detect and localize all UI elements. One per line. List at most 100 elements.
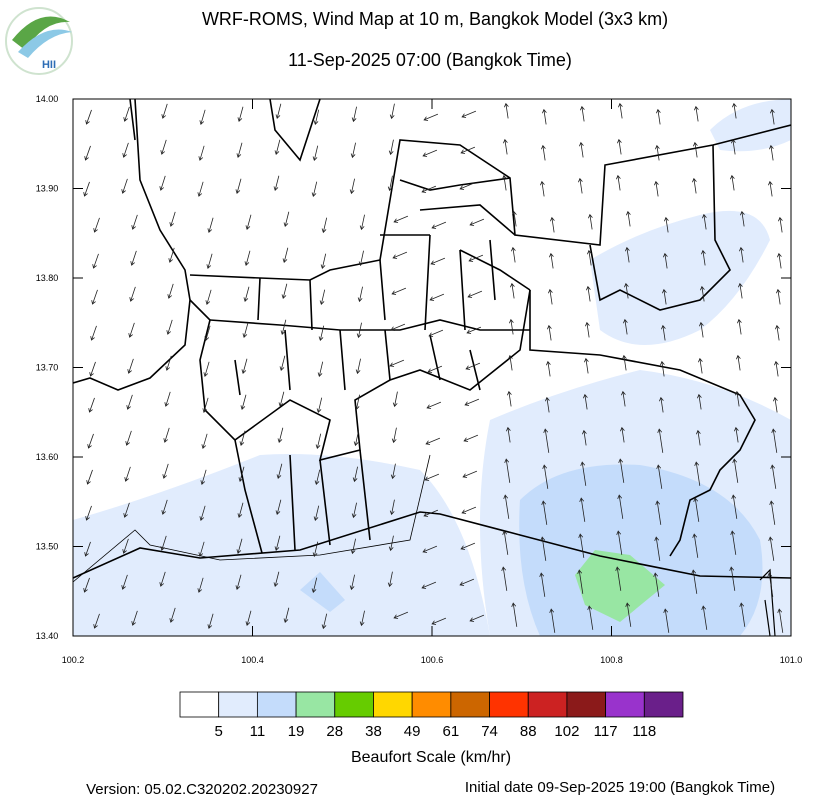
wind-arrow (93, 613, 100, 629)
wind-arrow (239, 430, 246, 446)
wind-arrow (206, 253, 213, 269)
wind-arrow (130, 250, 137, 266)
y-tick-label: 13.40 (36, 631, 59, 641)
wind-arrow (578, 141, 584, 158)
wind-arrow (161, 103, 168, 119)
wind-arrow (207, 217, 214, 233)
wind-arrow (321, 217, 328, 234)
y-tick-label: 13.70 (36, 363, 59, 373)
wind-arrow (459, 182, 475, 190)
colorbar-box (218, 691, 258, 718)
wind-arrow (431, 617, 447, 625)
colorbar-label: 102 (554, 723, 579, 740)
wind-arrow (359, 214, 365, 231)
wind-arrow (351, 106, 357, 123)
wind-arrow (357, 286, 363, 303)
river (73, 454, 431, 583)
wind-arrow (431, 221, 447, 229)
wind-arrow (204, 325, 211, 341)
wind-arrow (319, 289, 326, 306)
wind-arrow (312, 145, 319, 162)
wind-arrow (202, 397, 209, 413)
wind-arrow (502, 138, 508, 155)
wind-arrow (279, 355, 286, 372)
wind-arrow (159, 175, 166, 191)
wind-arrow (123, 502, 130, 518)
wind-arrow (539, 572, 546, 597)
wind-arrow (663, 216, 669, 233)
wind-arrow (275, 499, 282, 516)
wind-arrow (767, 572, 774, 597)
wind-arrow (281, 283, 288, 300)
wind-arrow (777, 216, 783, 233)
wind-arrow (577, 177, 583, 194)
colorbar-label: 88 (520, 723, 537, 740)
wind-zone (300, 572, 345, 612)
wind-arrow (163, 427, 170, 443)
wind-arrow (541, 108, 547, 125)
wind-arrow (511, 602, 518, 627)
wind-arrow (169, 211, 176, 227)
version: Version: 05.02.C320202.20230927 (86, 781, 318, 798)
wind-arrow (393, 215, 409, 223)
wind-arrow (580, 461, 587, 486)
wind-arrow (162, 463, 169, 479)
wind-arrow (508, 318, 514, 335)
wind-arrow (393, 611, 409, 619)
colorbar-label: 11 (250, 723, 266, 740)
wind-arrow (124, 466, 131, 482)
wind-arrow (122, 142, 129, 158)
wind-arrow (732, 458, 739, 483)
wind-arrow (543, 428, 550, 453)
title: WRF-ROMS, Wind Map at 10 m, Bangkok Mode… (202, 9, 668, 29)
wind-arrow (616, 530, 623, 555)
wind-arrow (461, 110, 477, 118)
wind-zone (519, 464, 763, 636)
wind-arrow (200, 469, 207, 485)
wind-arrow (83, 577, 90, 593)
wind-arrow (349, 574, 355, 591)
wind-arrow (430, 257, 446, 265)
wind-arrow (126, 394, 133, 410)
wind-arrow (390, 323, 406, 331)
wind-arrow (700, 249, 706, 266)
colorbar-box (605, 691, 645, 718)
y-tick-label: 14.00 (36, 94, 59, 104)
logo: HII (5, 7, 73, 75)
wind-arrow (166, 319, 173, 335)
wind-arrow (240, 394, 247, 410)
wind-arrow (245, 610, 252, 626)
wind-arrow (579, 497, 586, 522)
wind-arrow (777, 608, 784, 633)
wind-arrow (127, 358, 134, 374)
wind-arrow (387, 571, 393, 588)
wind-arrow (653, 180, 659, 197)
wind-arrow (617, 494, 624, 519)
wind-arrow (735, 354, 741, 371)
wind-arrow (467, 290, 483, 298)
wind-arrow (207, 613, 214, 629)
wind-arrow (353, 430, 359, 447)
wind-arrow (503, 494, 510, 519)
colorbar-box (411, 691, 452, 718)
colorbar-label: 28 (326, 723, 343, 740)
y-tick-label: 13.80 (36, 273, 59, 283)
wind-arrow (88, 397, 95, 413)
wind-arrow (277, 427, 284, 444)
wind-arrow (654, 144, 660, 161)
wind-arrow (236, 142, 243, 158)
wind-arrow (388, 535, 394, 552)
boundaries (759, 568, 776, 636)
wind-arrow (660, 324, 666, 341)
wind-arrow (203, 361, 210, 377)
wind-arrow (428, 329, 444, 337)
colorbar-label: 5 (215, 723, 223, 740)
wind-arrow (356, 322, 362, 339)
wind-arrow (429, 293, 445, 301)
y-tick-label: 13.60 (36, 452, 59, 462)
wind-arrow (129, 286, 136, 302)
wind-arrow (772, 396, 778, 413)
wind-arrow (622, 318, 628, 335)
wind-arrow (615, 566, 622, 591)
wind-arrow (128, 322, 135, 338)
